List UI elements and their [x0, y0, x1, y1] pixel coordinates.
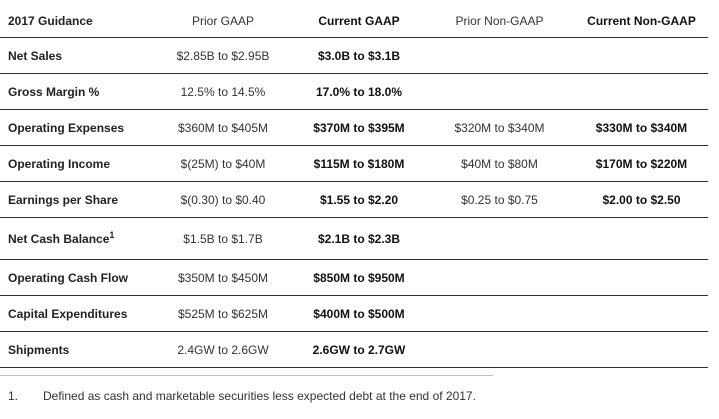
- prior-gaap-value: 12.5% to 14.5%: [152, 73, 294, 110]
- table-row: Shipments 2.4GW to 2.6GW 2.6GW to 2.7GW: [0, 331, 708, 368]
- table-row: Gross Margin % 12.5% to 14.5% 17.0% to 1…: [0, 73, 708, 110]
- header-current-non-gaap: Current Non-GAAP: [575, 4, 708, 38]
- prior-non-gaap-value: [424, 217, 575, 260]
- current-gaap-value: $400M to $500M: [294, 295, 424, 332]
- current-non-gaap-value: $330M to $340M: [575, 109, 708, 146]
- current-non-gaap-value: [575, 331, 708, 368]
- current-non-gaap-value: [575, 259, 708, 296]
- row-label: Capital Expenditures: [0, 295, 152, 332]
- row-label: Operating Expenses: [0, 109, 152, 146]
- current-non-gaap-value: [575, 73, 708, 110]
- footnote-number: 1.: [8, 389, 19, 403]
- guidance-table: 2017 Guidance Prior GAAP Current GAAP Pr…: [0, 4, 708, 368]
- row-label: Gross Margin %: [0, 73, 152, 110]
- prior-gaap-value: 2.4GW to 2.6GW: [152, 331, 294, 368]
- prior-gaap-value: $1.5B to $1.7B: [152, 217, 294, 260]
- current-non-gaap-value: [575, 37, 708, 74]
- current-gaap-value: $115M to $180M: [294, 145, 424, 182]
- prior-gaap-value: $2.85B to $2.95B: [152, 37, 294, 74]
- prior-gaap-value: $350M to $450M: [152, 259, 294, 296]
- header-guidance-label: 2017 Guidance: [0, 4, 152, 38]
- prior-non-gaap-value: [424, 295, 575, 332]
- current-gaap-value: $2.1B to $2.3B: [294, 217, 424, 260]
- footnote-divider: [0, 375, 493, 376]
- row-label: Operating Cash Flow: [0, 259, 152, 296]
- table-row: Capital Expenditures $525M to $625M $400…: [0, 295, 708, 332]
- header-prior-non-gaap: Prior Non-GAAP: [424, 4, 575, 38]
- table-row: Net Sales $2.85B to $2.95B $3.0B to $3.1…: [0, 37, 708, 74]
- table-header-row: 2017 Guidance Prior GAAP Current GAAP Pr…: [0, 4, 708, 38]
- prior-non-gaap-value: [424, 259, 575, 296]
- row-label: Net Cash Balance: [8, 231, 110, 246]
- header-prior-gaap: Prior GAAP: [152, 4, 294, 38]
- prior-non-gaap-value: $320M to $340M: [424, 109, 575, 146]
- footnote-mark: 1: [109, 229, 115, 240]
- row-label: Operating Income: [0, 145, 152, 182]
- current-gaap-value: $1.55 to $2.20: [294, 181, 424, 218]
- row-label: Earnings per Share: [0, 181, 152, 218]
- table-row: Net Cash Balance1 $1.5B to $1.7B $2.1B t…: [0, 217, 708, 260]
- row-label: Shipments: [0, 331, 152, 368]
- current-non-gaap-value: [575, 217, 708, 260]
- current-gaap-value: 2.6GW to 2.7GW: [294, 331, 424, 368]
- current-gaap-value: 17.0% to 18.0%: [294, 73, 424, 110]
- prior-gaap-value: $525M to $625M: [152, 295, 294, 332]
- prior-gaap-value: $(0.30) to $0.40: [152, 181, 294, 218]
- table-row: Operating Expenses $360M to $405M $370M …: [0, 109, 708, 146]
- prior-gaap-value: $(25M) to $40M: [152, 145, 294, 182]
- footnote-text: Defined as cash and marketable securitie…: [43, 389, 476, 403]
- current-non-gaap-value: $170M to $220M: [575, 145, 708, 182]
- prior-non-gaap-value: $0.25 to $0.75: [424, 181, 575, 218]
- prior-gaap-value: $360M to $405M: [152, 109, 294, 146]
- current-non-gaap-value: $2.00 to $2.50: [575, 181, 708, 218]
- prior-non-gaap-value: [424, 37, 575, 74]
- header-current-gaap: Current GAAP: [294, 4, 424, 38]
- prior-non-gaap-value: [424, 73, 575, 110]
- current-gaap-value: $370M to $395M: [294, 109, 424, 146]
- row-label-with-footnote: Net Cash Balance1: [0, 217, 152, 260]
- row-label: Net Sales: [0, 37, 152, 74]
- current-gaap-value: $3.0B to $3.1B: [294, 37, 424, 74]
- current-gaap-value: $850M to $950M: [294, 259, 424, 296]
- footnote: 1. Defined as cash and marketable securit…: [8, 389, 476, 403]
- table-row: Operating Income $(25M) to $40M $115M to…: [0, 145, 708, 182]
- prior-non-gaap-value: $40M to $80M: [424, 145, 575, 182]
- table-row: Earnings per Share $(0.30) to $0.40 $1.5…: [0, 181, 708, 218]
- prior-non-gaap-value: [424, 331, 575, 368]
- table-row: Operating Cash Flow $350M to $450M $850M…: [0, 259, 708, 296]
- current-non-gaap-value: [575, 295, 708, 332]
